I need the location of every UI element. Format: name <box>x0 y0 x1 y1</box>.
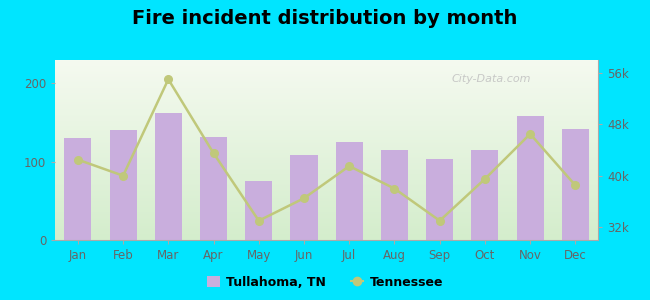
Bar <box>562 129 589 240</box>
Legend: Tullahoma, TN, Tennessee: Tullahoma, TN, Tennessee <box>202 271 448 294</box>
Bar <box>471 150 499 240</box>
Bar <box>64 138 92 240</box>
Bar <box>335 142 363 240</box>
Bar <box>245 181 272 240</box>
Bar <box>200 137 227 240</box>
Bar <box>109 130 136 240</box>
Text: City-Data.com: City-Data.com <box>452 74 531 84</box>
Bar <box>517 116 543 240</box>
Bar <box>381 150 408 240</box>
Bar <box>155 113 182 240</box>
Text: Fire incident distribution by month: Fire incident distribution by month <box>133 9 517 28</box>
Bar <box>291 155 318 240</box>
Bar <box>426 159 453 240</box>
